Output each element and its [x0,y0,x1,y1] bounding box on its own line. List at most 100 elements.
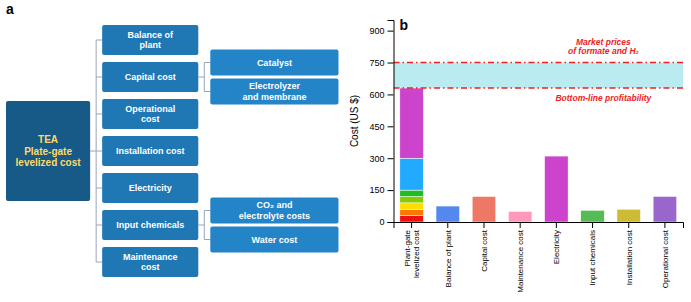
node: Input chemicals [102,210,198,240]
y-tick-label: 0 [379,217,384,227]
connectors [90,40,210,262]
y-tick: 0 [379,217,393,227]
y-tick-label: 750 [369,58,384,68]
y-tick-label: 900 [369,26,384,36]
connector [204,63,205,92]
x-axis: Plant-gatelevelized cost Balance of plant… [394,222,684,293]
connector [198,77,204,78]
node-label: Capital cost [125,72,176,82]
connector [96,225,102,226]
connector [198,225,204,226]
x-tick-mark [664,222,665,228]
node-box [102,25,198,55]
panel-label: b [400,17,409,33]
connector [204,91,210,92]
node-box [102,99,198,129]
node: Maintenancecost [102,247,198,277]
y-tick-mark [388,63,394,64]
node-label: Catalyst [257,58,292,68]
x-tick-mark [447,222,448,228]
bar [472,196,496,222]
node: Operationalcost [102,99,198,129]
x-tick-mark [411,222,412,228]
connector [96,77,102,78]
node-box [102,247,198,277]
connector [204,62,210,63]
y-tick-label: 150 [369,185,384,195]
node-box [102,62,198,92]
y-tick-mark [388,158,394,159]
x-tick-label: Installation cost [625,229,634,285]
y-tick-mark [388,94,394,95]
y-tick-label: 300 [369,154,384,164]
x-tick-label: Capital cost [480,229,489,272]
band [394,63,684,89]
flowchart: TEAPlate-gatelevelized cost Balance ofpla… [6,1,338,277]
plot-area [394,63,684,222]
connector [96,40,102,41]
bar [617,209,641,222]
node: Catalyst [210,50,338,76]
reference-line [394,87,684,88]
bar [581,210,605,222]
connector [204,211,205,240]
bar [508,211,532,222]
node-label: Installation cost [116,146,185,156]
y-axis-title: Cost (US $) [349,95,360,147]
connector [90,151,96,152]
node-box [6,101,90,201]
bar [400,196,424,202]
y-tick: 450 [369,122,393,132]
x-tick: Plant-gatelevelized cost [403,222,421,278]
node: Water cost [210,227,338,253]
x-tick-mark [483,222,484,228]
annotation-label: Bottom-line profitability [555,93,652,103]
y-tick: 600 [369,90,393,100]
bar [436,206,460,222]
x-tick: Maintenance cost [516,222,525,293]
bar [400,216,424,222]
x-tick-label: Maintenance cost [516,229,525,292]
node-box [210,79,338,105]
x-tick: Capital cost [480,222,489,272]
node: Capital cost [102,62,198,92]
x-tick-mark [592,222,593,228]
bars [400,88,677,222]
x-tick-label: Balance of plant [444,229,453,287]
connector [204,210,210,211]
node-box [102,136,198,166]
x-tick: Electricity [552,222,561,264]
node-box [210,50,338,76]
x-tick: Operational cost [661,222,670,288]
y-tick-label: 450 [369,122,384,132]
panel-label: a [6,1,14,17]
y-tick-mark [388,222,394,223]
annotation-label: Market pricesof formate and H₂ [568,37,640,57]
x-tick-mark [520,222,521,228]
node: Balance ofplant [102,25,198,55]
bar-chart: 0 150 300 450 600 750 900 Plant-gatelevelized c… [349,17,684,293]
y-tick: 150 [369,185,393,195]
node: Electrolyzerand membrane [210,79,338,105]
node-box [210,198,338,224]
x-tick-label: Electricity [552,230,561,264]
x-tick: Installation cost [625,222,634,285]
connector [96,188,102,189]
bar [400,88,424,158]
y-tick: 900 [369,26,393,36]
x-axis-line [394,223,684,229]
bar [545,156,569,222]
node: Installation cost [102,136,198,166]
node-label: Water cost [252,235,298,245]
connector [96,114,102,115]
node-label: Input chemicals [116,220,184,230]
x-tick: Input chemicals [588,222,597,286]
connector [96,262,102,263]
y-tick-mark [388,31,394,32]
node-label: Balance ofplant [127,30,174,50]
node: Electricity [102,173,198,203]
node: TEAPlate-gatelevelized cost [6,101,90,201]
y-tick-mark [388,126,394,127]
bar [400,190,424,196]
x-tick-mark [628,222,629,228]
